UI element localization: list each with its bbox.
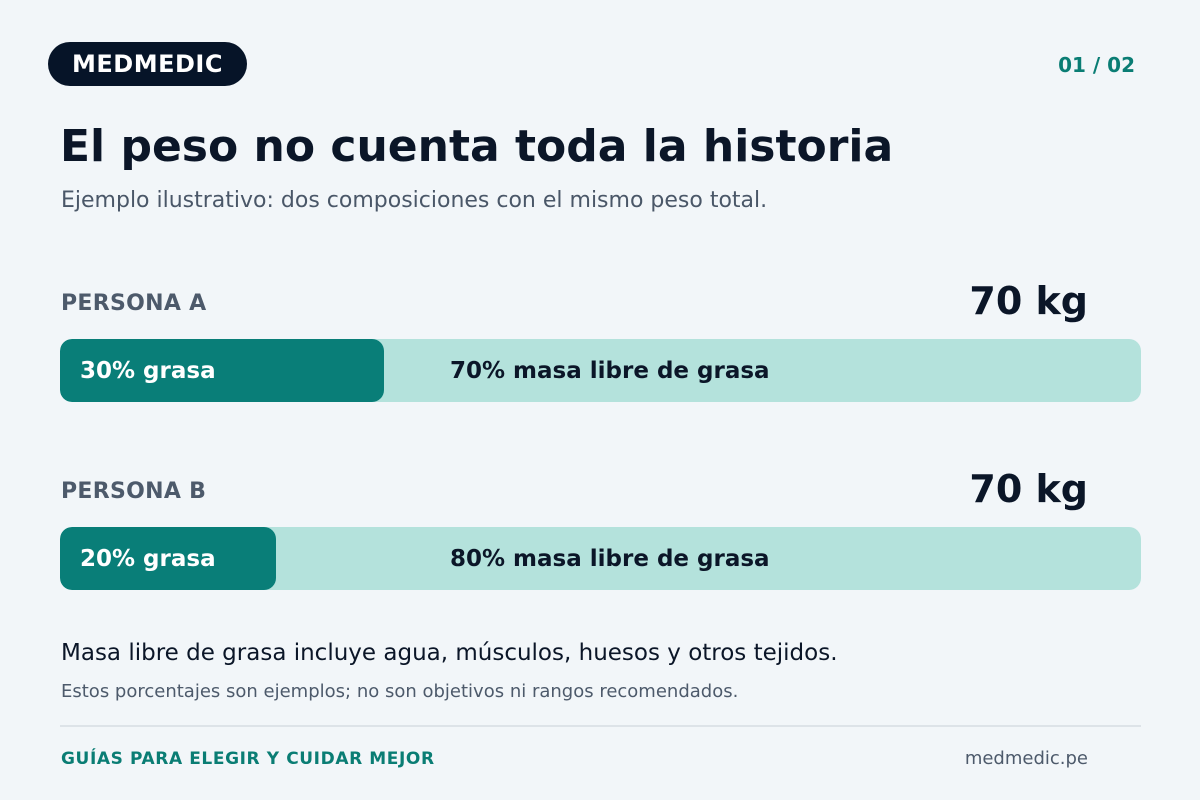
page-indicator: 01 / 02: [1058, 53, 1135, 77]
footer-tagline: GUÍAS PARA ELEGIR Y CUIDAR MEJOR: [61, 749, 435, 769]
page-title: El peso no cuenta toda la historia: [60, 121, 894, 172]
footer-divider: [60, 725, 1141, 727]
person-b-composition-bar: 20% grasa 80% masa libre de grasa: [60, 527, 1141, 590]
brand-logo: MEDMEDIC: [48, 42, 247, 86]
page-subtitle: Ejemplo ilustrativo: dos composiciones c…: [61, 188, 768, 213]
person-b-lean-label: 80% masa libre de grasa: [450, 545, 770, 572]
person-a-weight: 70 kg: [969, 279, 1088, 323]
person-a-lean-label: 70% masa libre de grasa: [450, 357, 770, 384]
person-a-fat-segment: [60, 339, 385, 402]
lean-mass-note: Masa libre de grasa incluye agua, múscul…: [61, 640, 838, 666]
disclaimer: Estos porcentajes son ejemplos; no son o…: [61, 681, 739, 702]
person-a-fat-label: 30% grasa: [80, 357, 216, 384]
website-link[interactable]: medmedic.pe: [964, 748, 1088, 769]
person-b-weight: 70 kg: [969, 467, 1088, 511]
person-a-label: PERSONA A: [61, 291, 207, 316]
person-b-fat-segment: [60, 527, 277, 590]
person-b-fat-label: 20% grasa: [80, 545, 216, 572]
person-b-label: PERSONA B: [61, 479, 207, 504]
person-a-composition-bar: 30% grasa 70% masa libre de grasa: [60, 339, 1141, 402]
